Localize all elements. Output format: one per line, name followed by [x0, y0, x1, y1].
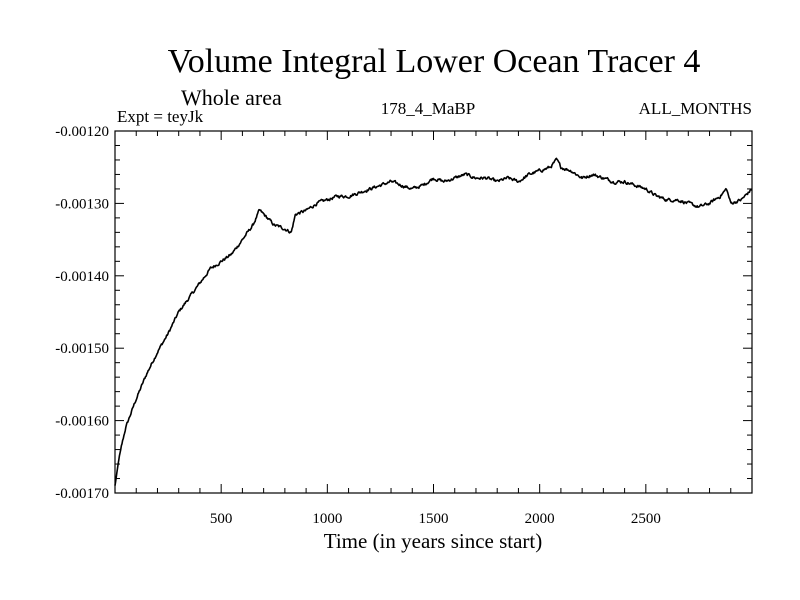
chart-subtitle: Whole area [181, 85, 282, 110]
y-tick-label: -0.00130 [55, 196, 109, 212]
x-tick-label: 2500 [631, 511, 661, 527]
x-tick-label: 500 [210, 511, 233, 527]
y-tick-label: -0.00170 [55, 486, 109, 502]
chart-title: Volume Integral Lower Ocean Tracer 4 [168, 43, 701, 80]
y-tick-label: -0.00120 [55, 124, 109, 140]
axis-tick-labels: 500 1000 1500 2000 2500 -0.00170 -0.00160 -0.00… [55, 124, 661, 527]
expt-label: Expt = teyJk [117, 107, 204, 126]
x-tick-label: 1500 [419, 511, 449, 527]
y-tick-label: -0.00160 [55, 414, 109, 430]
x-tick-label: 2000 [525, 511, 555, 527]
x-tick-label: 1000 [312, 511, 342, 527]
y-tick-label: -0.00150 [55, 341, 109, 357]
run-label: 178_4_MaBP [381, 99, 475, 118]
axis-ticks [115, 131, 752, 493]
months-label: ALL_MONTHS [639, 99, 752, 118]
x-axis-label: Time (in years since start) [324, 529, 543, 553]
y-tick-label: -0.00140 [55, 269, 109, 285]
plot-frame [114, 130, 753, 494]
data-series-line [114, 157, 753, 486]
